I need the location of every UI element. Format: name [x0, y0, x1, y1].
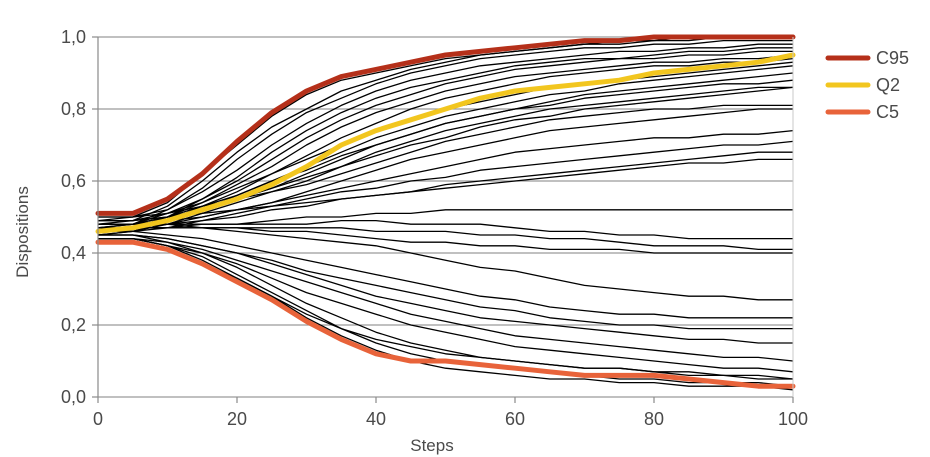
- series-line-23: [98, 209, 793, 229]
- series-line-33: [98, 234, 793, 380]
- x-tick-label-1: 20: [227, 409, 247, 429]
- series-line-30: [98, 234, 793, 344]
- y-tick-label-1: 0,2: [61, 315, 86, 335]
- series-line-19: [98, 129, 794, 225]
- y-tick-label-2: 0,4: [61, 243, 86, 263]
- series-line-9: [97, 54, 794, 229]
- x-tick-label-3: 60: [505, 409, 525, 429]
- x-tick-label-4: 80: [644, 409, 664, 429]
- x-tick-label-0: 0: [93, 409, 103, 429]
- series-line-10: [97, 57, 794, 236]
- series-line-8: [98, 50, 793, 225]
- series-line-28: [98, 230, 793, 319]
- series-line-3: [98, 36, 793, 218]
- series-line-24: [98, 219, 793, 240]
- series-line-31: [98, 237, 794, 362]
- y-tick-label-4: 0,8: [61, 99, 86, 119]
- series-line-36: [98, 237, 794, 380]
- series-line-21: [98, 151, 793, 229]
- series-line-c95: [95, 34, 796, 216]
- series-line-26: [98, 223, 793, 254]
- y-tick-label-5: 1,0: [61, 27, 86, 47]
- series-lines: [95, 34, 796, 391]
- y-axis-title: Dispositions: [13, 186, 32, 278]
- legend-label-c5: C5: [876, 102, 899, 122]
- legend: C95 Q2 C5: [825, 48, 909, 122]
- y-tick-label-0: 0,0: [61, 387, 86, 407]
- x-axis-title: Steps: [410, 436, 453, 455]
- series-line-22: [98, 158, 793, 222]
- series-line-5: [97, 39, 793, 229]
- y-tick-labels: 0,0 0,2 0,4 0,6 0,8 1,0: [61, 27, 86, 407]
- series-line-7: [97, 47, 793, 233]
- x-tick-label-2: 40: [366, 409, 386, 429]
- series-line-15: [97, 86, 793, 236]
- legend-label-c95: C95: [876, 48, 909, 68]
- series-line-32: [98, 237, 794, 373]
- series-line-17: [98, 104, 793, 218]
- legend-label-q2: Q2: [876, 75, 900, 95]
- series-line-4: [97, 36, 793, 225]
- series-line-6: [97, 43, 793, 222]
- series-line-c5: [95, 239, 796, 389]
- x-tick-labels: 0 20 40 60 80 100: [93, 409, 808, 429]
- series-line-27: [98, 227, 793, 301]
- series-line-q2: [95, 52, 796, 234]
- axes: [92, 36, 794, 403]
- series-line-20: [98, 140, 794, 233]
- y-tick-label-3: 0,6: [61, 171, 86, 191]
- x-tick-label-5: 100: [778, 409, 808, 429]
